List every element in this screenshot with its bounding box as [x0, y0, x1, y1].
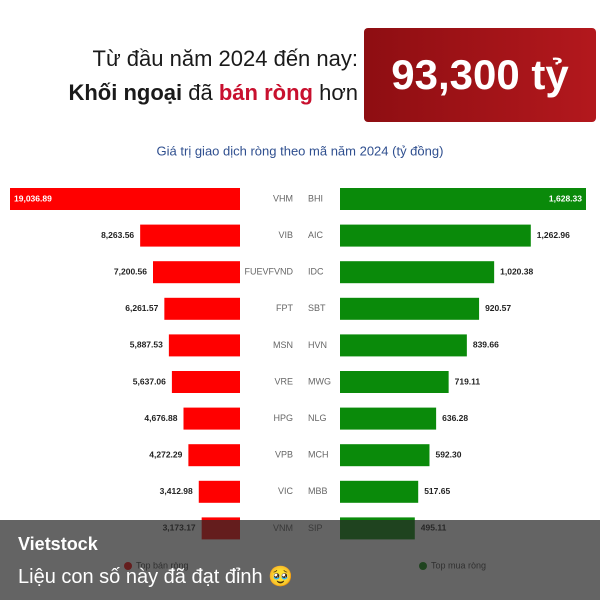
bar [10, 188, 240, 210]
category-label: VPB [275, 450, 293, 460]
category-label: HVN [308, 340, 327, 350]
value-label: 636.28 [442, 413, 468, 423]
bar [188, 444, 240, 467]
category-label: VIB [278, 230, 293, 240]
category-label: VHM [273, 193, 293, 203]
chart-title: Giá trị giao dịch ròng theo mã năm 2024 … [157, 143, 444, 158]
value-label: 5,637.06 [133, 376, 166, 386]
value-label: 6,261.57 [125, 303, 158, 313]
author: Vietstock [18, 534, 98, 554]
headline-part: hơn [319, 80, 358, 105]
category-label: VRE [274, 376, 293, 386]
value-label: 8,263.56 [101, 230, 134, 240]
category-label: MCH [308, 450, 329, 460]
headline-line2: Khối ngoại đã bán ròng hơn [0, 80, 358, 106]
bar [168, 334, 240, 357]
headline-line1: Từ đầu năm 2024 đến nay: [92, 46, 358, 71]
value-label: 920.57 [485, 303, 511, 313]
bar [140, 224, 240, 247]
highlight-box: 93,300 tỷ [364, 28, 596, 122]
value-label: 1,628.33 [549, 193, 582, 203]
bar [183, 407, 240, 430]
headline-part: bán ròng [218, 80, 313, 105]
caption-overlay: Vietstock Liệu con số này đã đạt đỉnh 🥹 [0, 520, 600, 600]
category-label: AIC [308, 230, 324, 240]
bar [340, 444, 430, 467]
caption: Liệu con số này đã đạt đỉnh 🥹 [18, 566, 294, 588]
bar [164, 297, 240, 320]
category-label: MBB [308, 486, 328, 496]
bar [340, 261, 495, 284]
value-label: 1,262.96 [537, 230, 570, 240]
bar [340, 188, 586, 210]
category-label: HPG [273, 413, 293, 423]
bar [340, 224, 531, 247]
value-label: 1,020.38 [500, 266, 533, 276]
bar [171, 371, 240, 393]
category-label: MWG [308, 376, 331, 386]
bar [340, 407, 437, 430]
value-label: 839.66 [473, 340, 499, 350]
value-label: 5,887.53 [130, 340, 163, 350]
value-label: 592.30 [435, 449, 461, 459]
value-label: 719.11 [455, 376, 481, 386]
category-label: VIC [278, 486, 294, 496]
value-label: 19,036.89 [14, 193, 52, 203]
bar [340, 371, 449, 393]
category-label: FPT [276, 303, 294, 313]
bar [340, 480, 419, 503]
category-label: NLG [308, 413, 327, 423]
category-label: FUEVFVND [244, 267, 293, 277]
bar [198, 480, 240, 503]
value-label: 517.65 [424, 486, 450, 496]
value-label: 3,412.98 [160, 486, 193, 496]
category-label: BHI [308, 193, 323, 203]
bar [340, 334, 467, 357]
headline-part: đã [188, 80, 213, 105]
bar [340, 297, 480, 320]
value-label: 7,200.56 [114, 266, 147, 276]
category-label: IDC [308, 267, 324, 277]
bar [153, 261, 240, 284]
category-label: SBT [308, 303, 326, 313]
value-label: 4,272.29 [149, 449, 182, 459]
category-label: MSN [273, 340, 293, 350]
value-label: 4,676.88 [144, 413, 177, 423]
headline-part: Khối ngoại [68, 80, 183, 105]
